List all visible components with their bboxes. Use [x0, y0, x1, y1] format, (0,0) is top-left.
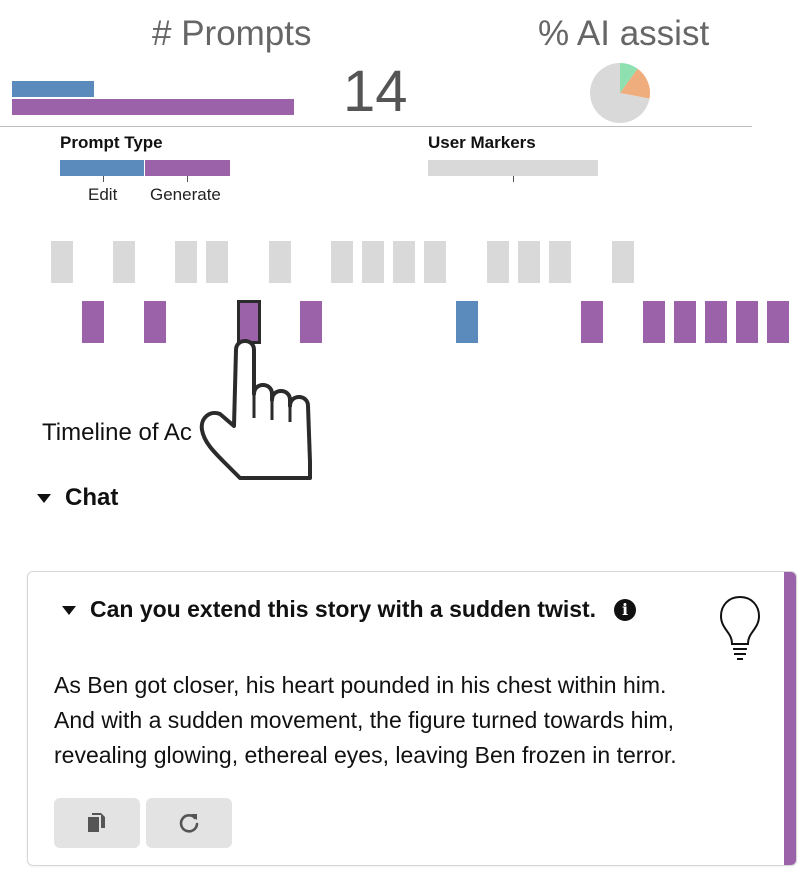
legend-generate-swatch	[145, 160, 230, 176]
pie-slice-gray	[590, 63, 650, 123]
user-markers-legend-title: User Markers	[428, 133, 536, 152]
card-title-toggle[interactable]: Can you extend this story with a sudden …	[62, 596, 637, 623]
header-divider	[0, 126, 752, 127]
prompt-marker-generate[interactable]	[674, 301, 696, 343]
prompt-marker-generate[interactable]	[82, 301, 104, 343]
chat-toggle-label: Chat	[65, 484, 119, 511]
legend-edit-swatch	[60, 160, 144, 176]
user-marker[interactable]	[113, 241, 135, 283]
copy-icon	[88, 813, 105, 832]
user-marker[interactable]	[393, 241, 415, 283]
prompts-title: # Prompts	[152, 14, 312, 53]
user-marker[interactable]	[487, 241, 509, 283]
legend-edit-tick	[103, 176, 104, 182]
response-line: As Ben got closer, his heart pounded in …	[54, 672, 667, 698]
prompt-marker-generate[interactable]	[643, 301, 665, 343]
legend-user-marker-tick	[513, 176, 514, 182]
user-marker[interactable]	[362, 241, 384, 283]
response-line: revealing glowing, ethereal eyes, leavin…	[54, 742, 677, 768]
chat-toggle[interactable]: Chat	[37, 484, 118, 512]
prompt-marker-generate[interactable]	[581, 301, 603, 343]
ai-assist-pie	[590, 63, 650, 123]
prompts-count: 14	[343, 59, 408, 124]
user-marker[interactable]	[549, 241, 571, 283]
user-marker[interactable]	[518, 241, 540, 283]
user-marker[interactable]	[424, 241, 446, 283]
legend-edit-label: Edit	[88, 185, 118, 204]
lightbulb-icon[interactable]	[718, 594, 762, 662]
prompt-type-legend-title: Prompt Type	[60, 133, 163, 152]
info-icon[interactable]: i	[614, 599, 637, 621]
prompt-marker-generate[interactable]	[144, 301, 166, 343]
pie-slice-orange	[620, 68, 650, 99]
legend-generate-tick	[187, 176, 188, 182]
pie-slice-green	[620, 63, 638, 93]
card-title: Can you extend this story with a sudden …	[90, 596, 597, 622]
card-response-text: As Ben got closer, his heart pounded in …	[54, 668, 754, 773]
prompt-marker-generate[interactable]	[736, 301, 758, 343]
regenerate-button[interactable]	[146, 798, 232, 848]
user-marker[interactable]	[175, 241, 197, 283]
user-marker[interactable]	[612, 241, 634, 283]
user-marker[interactable]	[331, 241, 353, 283]
prompt-marker-generate[interactable]	[705, 301, 727, 343]
chat-card: Can you extend this story with a sudden …	[27, 571, 797, 866]
caret-down-icon	[37, 494, 51, 504]
ai-assist-title: % AI assist	[538, 14, 710, 53]
prompt-marker-generate[interactable]	[767, 301, 789, 343]
response-line: And with a sudden movement, the figure t…	[54, 707, 675, 733]
generate-count-bar	[12, 99, 294, 115]
prompt-marker-generate[interactable]	[300, 301, 322, 343]
card-accent-bar	[784, 572, 796, 865]
user-marker[interactable]	[206, 241, 228, 283]
prompt-marker-generate-selected[interactable]	[237, 300, 261, 344]
caret-down-icon	[62, 606, 76, 616]
refresh-icon	[179, 814, 199, 833]
edit-count-bar	[12, 81, 94, 97]
user-marker[interactable]	[269, 241, 291, 283]
copy-button[interactable]	[54, 798, 140, 848]
prompt-marker-edit[interactable]	[456, 301, 478, 343]
legend-generate-label: Generate	[150, 185, 221, 204]
timeline-label: Timeline of Ac	[42, 419, 192, 446]
user-marker[interactable]	[51, 241, 73, 283]
legend-user-marker-swatch	[428, 160, 598, 176]
hand-pointer-icon	[199, 339, 312, 480]
